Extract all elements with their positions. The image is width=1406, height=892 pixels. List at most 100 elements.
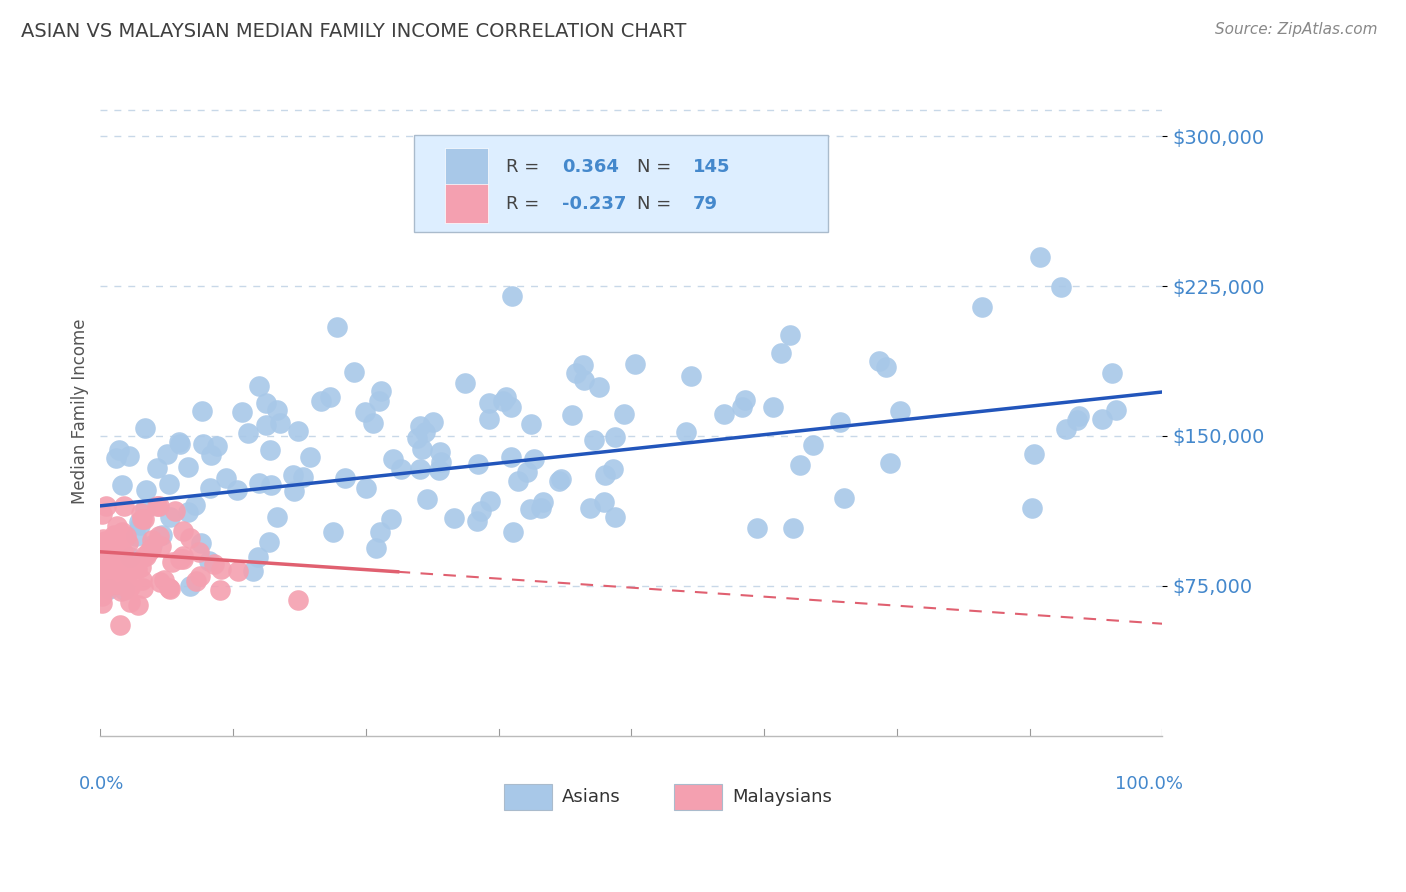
Point xyxy=(550,472,572,486)
Point xyxy=(1067,409,1090,423)
Bar xyxy=(503,784,551,810)
Point xyxy=(125,529,148,543)
Point xyxy=(492,394,515,409)
Point xyxy=(499,401,522,415)
Point xyxy=(516,465,538,479)
Point xyxy=(266,403,288,417)
Point xyxy=(150,528,173,542)
Point xyxy=(579,500,602,515)
Point xyxy=(202,557,225,571)
Point xyxy=(112,545,135,559)
Point xyxy=(247,378,270,392)
Point xyxy=(148,529,170,543)
Point xyxy=(157,477,180,491)
Point xyxy=(411,442,433,457)
Text: Malaysians: Malaysians xyxy=(733,789,832,806)
Point xyxy=(364,541,387,555)
Point xyxy=(101,558,124,572)
Point xyxy=(478,396,501,410)
Point xyxy=(269,416,291,430)
Point xyxy=(93,567,115,582)
Point xyxy=(111,525,134,540)
Point xyxy=(291,470,314,484)
Point xyxy=(191,404,214,418)
Point xyxy=(548,474,571,488)
Point xyxy=(605,430,627,444)
Point xyxy=(354,481,377,495)
Point xyxy=(115,529,138,543)
Point xyxy=(326,320,349,334)
Point xyxy=(572,373,595,387)
Text: N =: N = xyxy=(637,159,676,177)
Point xyxy=(257,535,280,549)
Point xyxy=(254,396,277,410)
Point xyxy=(108,551,131,566)
Point xyxy=(422,415,444,429)
Point xyxy=(131,573,153,587)
Point xyxy=(127,598,149,612)
Point xyxy=(283,484,305,499)
Point xyxy=(231,405,253,419)
Point xyxy=(283,468,305,483)
Point xyxy=(416,491,439,506)
Point xyxy=(149,574,172,589)
Point xyxy=(225,483,247,497)
Point xyxy=(228,564,250,578)
Point xyxy=(571,358,593,372)
Point xyxy=(128,517,150,532)
Point xyxy=(94,499,117,513)
Point xyxy=(148,499,170,513)
Point xyxy=(110,584,132,599)
Point xyxy=(595,467,617,482)
Point xyxy=(1054,422,1077,436)
Point xyxy=(91,583,114,598)
Point xyxy=(561,408,583,422)
Point xyxy=(583,434,606,448)
FancyBboxPatch shape xyxy=(413,135,828,233)
Point xyxy=(169,437,191,451)
Text: R =: R = xyxy=(506,194,546,212)
Point xyxy=(129,560,152,574)
Point xyxy=(565,366,588,380)
Point xyxy=(169,552,191,566)
Point xyxy=(593,495,616,509)
Point xyxy=(287,592,309,607)
Point xyxy=(770,346,793,360)
Point xyxy=(429,445,451,459)
Point xyxy=(97,568,120,582)
Point xyxy=(879,456,901,470)
Point xyxy=(155,447,177,461)
Point xyxy=(430,455,453,469)
Point xyxy=(467,457,489,471)
Point xyxy=(479,494,502,508)
Point xyxy=(681,369,703,384)
Point xyxy=(120,580,142,594)
Point xyxy=(159,510,181,524)
Point xyxy=(160,555,183,569)
Point xyxy=(112,499,135,513)
Point xyxy=(588,379,610,393)
Point xyxy=(110,541,132,556)
Point xyxy=(322,525,344,540)
Point xyxy=(125,562,148,576)
Point xyxy=(298,450,321,464)
Point xyxy=(135,549,157,563)
Point xyxy=(382,452,405,467)
Point xyxy=(91,552,114,566)
Point xyxy=(745,521,768,535)
Point xyxy=(103,527,125,541)
Point xyxy=(98,544,121,558)
Point xyxy=(242,564,264,578)
Bar xyxy=(446,148,488,186)
Point xyxy=(91,596,114,610)
Point xyxy=(111,573,134,587)
Point xyxy=(149,540,172,554)
Point xyxy=(93,534,115,549)
Point xyxy=(502,525,524,540)
Point xyxy=(443,511,465,525)
Point xyxy=(188,545,211,559)
Point xyxy=(972,300,994,314)
Point xyxy=(94,537,117,551)
Point xyxy=(105,566,128,580)
Point xyxy=(623,357,645,371)
